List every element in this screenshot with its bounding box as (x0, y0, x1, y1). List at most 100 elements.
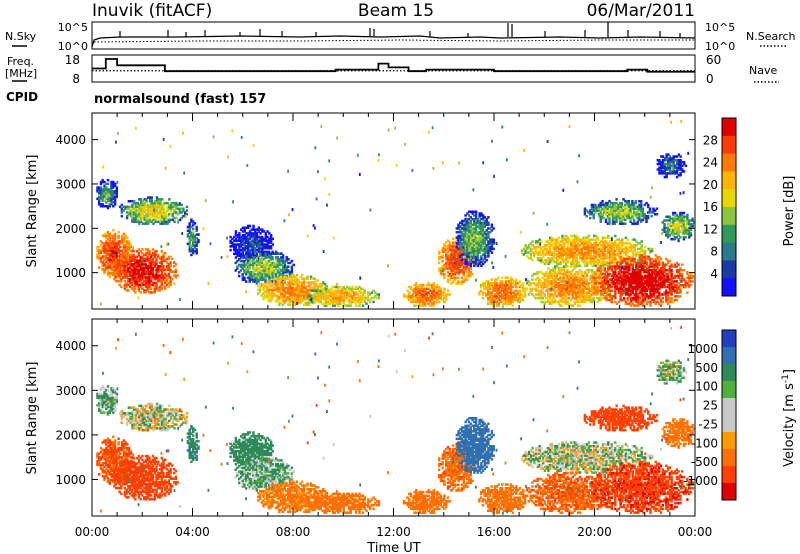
power-cell (283, 261, 287, 265)
power-cell (175, 205, 178, 209)
power-cell (552, 300, 555, 304)
power-cell (575, 287, 578, 291)
power-cell (299, 297, 302, 301)
power-cell (324, 289, 328, 292)
power-cell (340, 291, 344, 294)
power-cell (266, 250, 269, 254)
power-cell (518, 295, 521, 298)
power-cell (154, 207, 157, 210)
power-cell (271, 272, 274, 276)
power-cell (566, 255, 569, 258)
power-cell (601, 262, 605, 266)
power-cell (266, 263, 269, 267)
power-cell (566, 236, 569, 239)
power-cell (269, 294, 272, 297)
power-cell (436, 300, 439, 304)
power-cell (586, 240, 589, 243)
power-cell (509, 298, 513, 302)
power-cell (520, 283, 523, 287)
power-cell (520, 296, 523, 300)
power-cell (596, 236, 599, 239)
power-cell (603, 240, 606, 243)
power-cell (166, 201, 169, 205)
power-cell (248, 274, 251, 278)
power-cell (245, 252, 248, 255)
power-cell (143, 263, 146, 266)
power-cell (141, 263, 144, 266)
power-cell (603, 296, 606, 300)
power-cell (568, 282, 571, 285)
power-cell (188, 225, 191, 229)
power-cell (601, 255, 605, 258)
power-cell (118, 205, 122, 209)
power-cell (361, 293, 365, 296)
power-cell (136, 266, 139, 270)
power-cell (598, 253, 601, 256)
power-cell (231, 243, 234, 246)
power-cell (466, 219, 469, 223)
power-cell (281, 277, 285, 280)
power-cell (134, 201, 138, 205)
power-cell (453, 263, 457, 267)
power-cell (188, 222, 191, 225)
power-cell (274, 288, 278, 292)
power-cell (117, 242, 120, 245)
power-cell (490, 293, 493, 296)
power-cell (469, 232, 472, 236)
power-cell (250, 272, 253, 276)
power-cell (593, 253, 596, 256)
cpid-label: CPID (6, 90, 38, 104)
power-cell (243, 256, 246, 259)
power-cell (612, 242, 615, 245)
power-cell (545, 251, 548, 254)
power-cell (469, 255, 472, 258)
power-cell (598, 247, 601, 251)
power-cell (541, 287, 545, 291)
power-cell (427, 302, 430, 305)
power-cell (113, 263, 116, 266)
power-cell (445, 248, 448, 252)
power-cell (523, 291, 527, 294)
power-cell (132, 253, 135, 257)
power-cell (101, 199, 104, 202)
power-cell (299, 281, 302, 284)
power-cell (162, 285, 165, 288)
power-cell (128, 270, 132, 274)
power-cell (607, 269, 610, 272)
power-cell (540, 260, 543, 264)
power-cell (552, 238, 555, 241)
power-cell (573, 255, 576, 258)
power-cell (266, 259, 269, 263)
power-cell (422, 293, 425, 296)
power-cell (452, 274, 455, 278)
power-cell (495, 293, 499, 296)
power-cell (274, 286, 278, 290)
power-cell (234, 234, 238, 237)
power-cell (342, 291, 345, 294)
power-cell (438, 256, 441, 259)
power-cell (248, 271, 251, 274)
power-cell (110, 203, 113, 206)
power-cell (515, 296, 518, 300)
power-cell (438, 269, 441, 272)
power-cell (141, 278, 144, 281)
power-cell (624, 276, 628, 279)
power-cell (570, 242, 573, 245)
power-cell (585, 280, 589, 283)
power-cell (141, 281, 144, 285)
power-cell (494, 296, 497, 300)
power-cell (487, 221, 490, 225)
power-cell (504, 280, 507, 283)
power-cell (562, 291, 566, 294)
power-cell (569, 291, 573, 294)
power-cell (261, 241, 264, 244)
power-cell (154, 205, 157, 209)
power-cell (162, 255, 165, 259)
power-cell (162, 278, 165, 281)
power-cell (448, 293, 451, 296)
power-cell (457, 252, 460, 255)
power-cell (533, 253, 536, 256)
power-cell (148, 250, 151, 253)
power-cell (236, 254, 239, 257)
power-cell (319, 298, 322, 302)
